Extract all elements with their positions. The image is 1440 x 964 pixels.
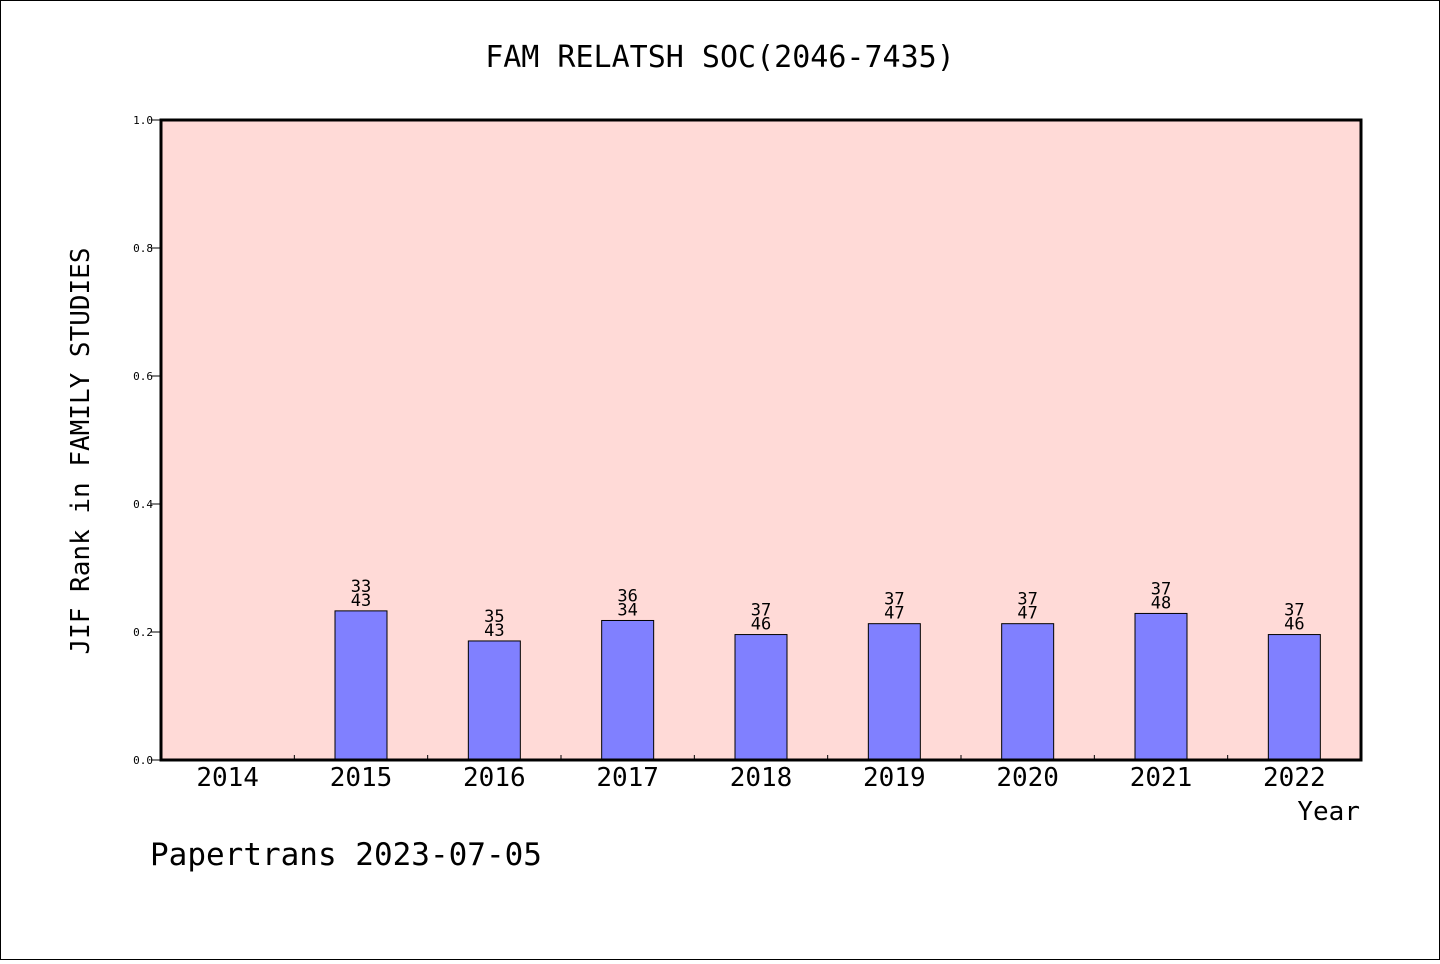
- y-tick-label: 1.0: [133, 114, 153, 127]
- bar-total-label: 48: [1151, 593, 1171, 613]
- bar: [601, 619, 655, 761]
- bar-rank-label: 37: [884, 590, 904, 610]
- bar: [467, 640, 521, 761]
- x-axis-label: Year: [1297, 797, 1360, 827]
- bar-rank-label: 37: [1017, 590, 1037, 610]
- x-tick-label: 2015: [330, 763, 393, 793]
- bar-rank-label: 37: [1151, 579, 1171, 599]
- bar: [734, 634, 788, 761]
- bar-total-label: 43: [351, 591, 371, 611]
- plot-border: [159, 118, 1363, 762]
- bar-total-label: 47: [884, 604, 904, 624]
- bar-rank-label: 37: [1284, 601, 1304, 621]
- bars-group: [334, 610, 1321, 761]
- y-tick-label: 0.2: [133, 626, 153, 639]
- bar-total-label: 47: [1017, 604, 1037, 624]
- x-tick-label: 2019: [863, 763, 926, 793]
- y-tick-label: 0.0: [133, 754, 153, 767]
- x-tick-label: 2018: [730, 763, 793, 793]
- bar-total-label: 46: [1284, 615, 1304, 635]
- bar-total-label: 46: [751, 615, 771, 635]
- y-tick-label: 0.4: [133, 498, 153, 511]
- y-axis-label: JIF Rank in FAMILY STUDIES: [66, 248, 96, 655]
- x-axis-ticks: 2014 2015 2016 2017 2018 2019 2020 2021 2022: [196, 755, 1326, 793]
- y-tick-label: 0.6: [133, 370, 153, 383]
- x-tick-label: 2016: [463, 763, 526, 793]
- footer-credit: Papertrans 2023-07-05: [150, 837, 542, 873]
- x-tick-label: 2021: [1130, 763, 1193, 793]
- bar: [1134, 612, 1188, 761]
- bar: [1267, 634, 1321, 761]
- bar-rank-label: 36: [617, 586, 637, 606]
- bar: [867, 623, 921, 761]
- bar-total-label: 34: [617, 600, 637, 620]
- bar-rank-label: 33: [351, 577, 371, 597]
- x-tick-label: 2017: [596, 763, 659, 793]
- bar: [334, 610, 388, 761]
- x-tick-label: 2022: [1263, 763, 1326, 793]
- bar-rank-label: 35: [484, 607, 504, 627]
- bar-rank-label: 37: [751, 601, 771, 621]
- chart-title: FAM RELATSH SOC(2046-7435): [485, 40, 955, 75]
- y-axis-ticks: 0.0 0.2 0.4 0.6 0.8 1.0: [133, 114, 161, 767]
- bar: [1001, 623, 1055, 761]
- y-tick-label: 0.8: [133, 242, 153, 255]
- x-tick-label: 2014: [196, 763, 259, 793]
- bar-total-label: 43: [484, 621, 504, 641]
- x-tick-label: 2020: [996, 763, 1059, 793]
